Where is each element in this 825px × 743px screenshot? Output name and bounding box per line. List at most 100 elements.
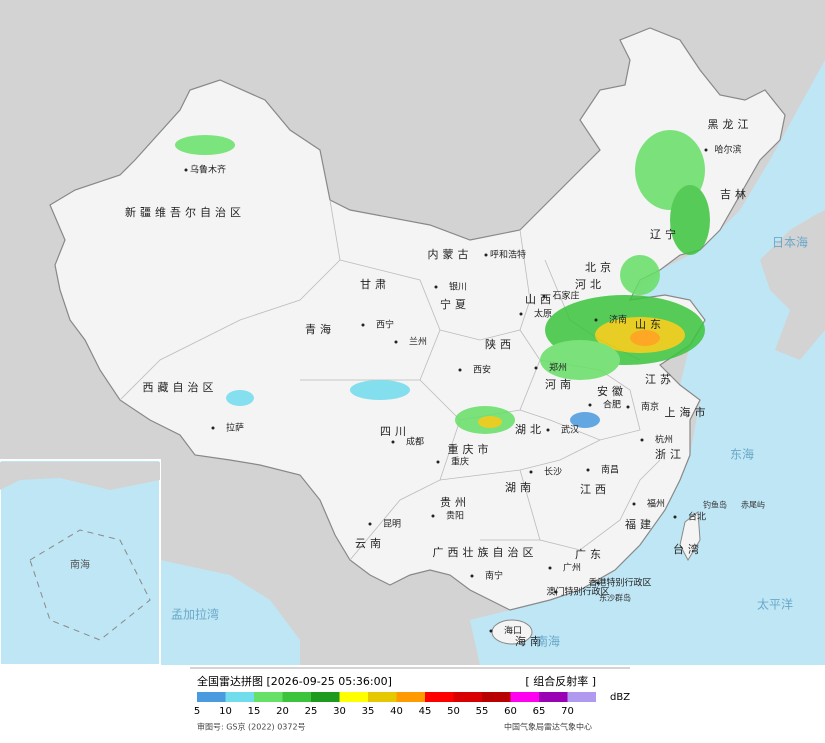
province-label: 上海市	[665, 405, 710, 419]
legend-tick-label: 45	[419, 706, 432, 717]
legend-tick-label: 25	[305, 706, 318, 717]
province-label: 吉林	[720, 187, 750, 201]
city-dot	[704, 148, 708, 152]
province-label: 四川	[380, 425, 410, 438]
city-label: 哈尔滨	[714, 144, 741, 156]
province-label: 云南	[355, 537, 385, 550]
city-dot	[529, 470, 533, 474]
province-label: 河北	[575, 278, 605, 291]
province-label: 宁夏	[440, 297, 470, 311]
city-dot	[586, 468, 590, 472]
province-label: 海南	[515, 634, 545, 648]
city-dot	[489, 629, 493, 633]
province-label: 陕西	[485, 337, 515, 351]
japan	[760, 210, 825, 360]
province-label: 河南	[545, 378, 575, 391]
province-label: 江西	[580, 483, 610, 496]
city-label: 郑州	[549, 362, 567, 374]
inset-map	[0, 459, 161, 666]
legend-swatch	[425, 692, 454, 702]
province-label: 浙江	[655, 448, 685, 461]
province-label: 内蒙古	[428, 247, 473, 261]
province-label: 西藏自治区	[143, 380, 218, 394]
city-dot	[640, 438, 644, 442]
city-dot	[588, 403, 592, 407]
city-label: 长沙	[544, 466, 562, 478]
legend-tick-label: 30	[333, 706, 346, 717]
city-label: 昆明	[383, 519, 401, 530]
legend-unit: dBZ	[610, 692, 630, 703]
province-label: 台湾	[673, 542, 703, 556]
city-dot	[211, 426, 215, 430]
city-label: 香港特别行政区	[588, 577, 651, 589]
province-label: 江苏	[645, 373, 675, 386]
city-label: 兰州	[409, 336, 427, 348]
sea	[470, 60, 825, 665]
city-label: 武汉	[561, 424, 579, 436]
province-label: 黑龙江	[708, 118, 753, 131]
legend-swatch	[482, 692, 511, 702]
province-label: 甘肃	[360, 278, 390, 291]
radar-echoes	[175, 130, 710, 434]
city-dot	[361, 323, 365, 327]
city-label: 广州	[563, 562, 581, 574]
legend-swatch	[311, 692, 340, 702]
legend-swatch	[453, 692, 482, 702]
sea-label: 赤尾屿	[741, 501, 765, 510]
city-dot	[548, 566, 552, 570]
legend-tick-label: 10	[219, 706, 232, 717]
province-label: 湖北	[515, 423, 545, 436]
legend-title: 全国雷达拼图 [2026-09-25 05:36:00]	[197, 674, 392, 688]
city-label: 济南	[609, 314, 627, 326]
sea-label: 钓鱼岛	[703, 500, 727, 510]
city-label: 福州	[647, 498, 665, 510]
city-label: 台北	[688, 511, 706, 523]
province-label: 辽宁	[650, 227, 680, 241]
city-label: 合肥	[603, 399, 621, 411]
legend-swatch	[339, 692, 368, 702]
source: 中国气象局雷达气象中心	[504, 722, 592, 732]
province-label: 广西壮族自治区	[433, 545, 538, 559]
city-dot	[391, 440, 395, 444]
legend-swatch	[368, 692, 397, 702]
province-label: 新疆维吾尔自治区	[125, 205, 245, 219]
legend-tick-label: 20	[276, 706, 289, 717]
sea	[160, 560, 300, 665]
city-dot	[434, 285, 438, 289]
city-label: 拉萨	[226, 422, 244, 434]
city-dot	[546, 428, 550, 432]
city-dot	[594, 318, 598, 322]
city-label: 太原	[534, 308, 552, 320]
inset-boundary	[29, 529, 151, 641]
city-label: 西安	[473, 364, 491, 376]
approval-number: 审图号: GS京 (2022) 0372号	[197, 722, 306, 732]
province-label: 山东	[635, 318, 665, 331]
city-dot	[632, 502, 636, 506]
legend-tick-label: 60	[504, 706, 517, 717]
province-label: 山西	[525, 293, 555, 306]
province-label: 贵州	[440, 496, 470, 509]
province-label: 安徽	[597, 384, 627, 398]
city-dot	[542, 294, 546, 298]
city-dot	[673, 515, 677, 519]
color-scale: 5 10 15 20 25 30 35 40 45 50 55 60 65 70	[194, 692, 596, 717]
legend-swatch	[567, 692, 596, 702]
city-dot	[596, 581, 600, 585]
province-label: 福建	[625, 517, 655, 531]
city-label: 南宁	[485, 570, 503, 582]
city-dot	[436, 460, 440, 464]
legend-product: [ 组合反射率 ]	[525, 674, 596, 688]
city-label: 海口	[504, 625, 522, 637]
china-land	[49, 27, 786, 611]
legend-swatch	[197, 692, 226, 702]
city-dot	[431, 514, 435, 518]
taiwan	[679, 511, 701, 562]
sea-label: 南海	[536, 634, 560, 649]
city-dot	[519, 312, 523, 316]
city-dot	[458, 368, 462, 372]
city-label: 西宁	[376, 319, 394, 331]
city-dot	[184, 168, 188, 172]
legend-tick-label: 70	[561, 706, 574, 717]
